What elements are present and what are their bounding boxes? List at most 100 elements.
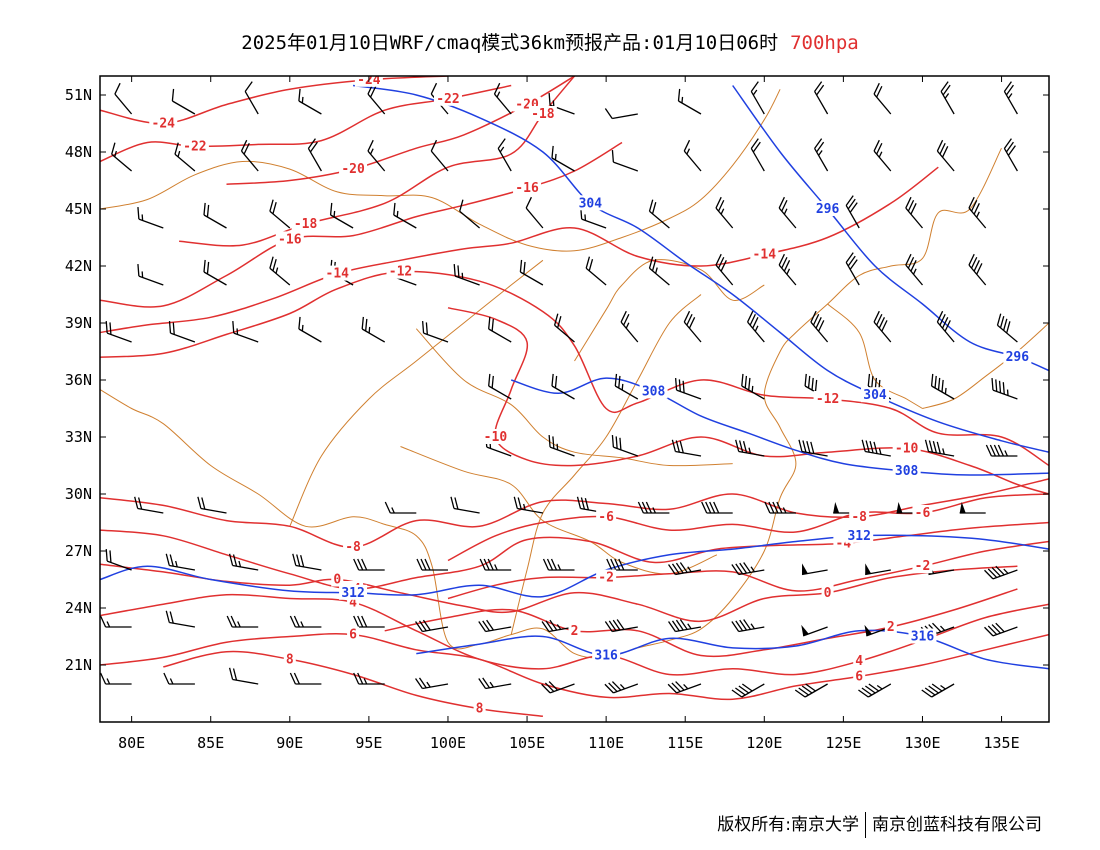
wind-barb [671,439,702,457]
wind-barb [801,624,828,637]
y-tick-label: 51N [65,86,92,104]
wind-barb [384,501,417,514]
y-tick-label: 24N [65,599,92,617]
height-contour-label-bg [1003,349,1032,365]
temperature-contour [100,141,623,308]
wind-barb [731,683,765,698]
temperature-contour-label: -6 [598,510,614,525]
wind-barb [959,502,986,514]
wind-barb [865,563,891,576]
wind-barb [814,81,829,115]
province-boundary-line [100,89,781,252]
wind-barb [715,253,734,286]
height-contour-label-bg [592,647,621,663]
wind-barb [165,553,196,571]
wind-barb [553,313,575,343]
temperature-contour-label: -10 [895,441,919,456]
wind-barb [924,439,955,457]
temperature-contour-label: -6 [915,506,931,521]
wind-barb [415,677,449,690]
temperature-contour-label-bg [481,429,510,444]
wind-barb [747,310,765,343]
temperature-contour-label-bg [323,265,352,281]
temperature-contour [179,76,576,247]
temperature-contour-label: -18 [531,107,555,122]
province-boundary-line [827,303,923,409]
wind-barb [741,373,765,400]
height-contour-label: 316 [911,630,935,645]
wind-barb [163,672,195,685]
temperature-contour [100,166,939,334]
x-tick-label: 115E [667,734,703,752]
temperature-contour [447,307,1049,495]
province-boundary-line [574,259,765,362]
wind-barb [228,553,259,571]
temperature-contour-label-bg [912,505,933,520]
temperature-contour-label: -8 [345,540,361,555]
wind-barb [353,672,385,685]
wind-barb [735,439,765,457]
temperature-contour-label-bg [275,231,304,247]
wind-barb [269,256,291,286]
wind-barb [329,202,354,229]
wind-barb [105,549,132,571]
temperature-contour-label: -14 [326,267,350,282]
temperature-contour-label-bg [473,700,486,716]
wind-barb [269,199,291,229]
wind-barb [548,435,575,457]
wind-barb [814,138,829,172]
wind-barb [968,196,987,229]
wind-barb [100,672,132,685]
x-tick-label: 135E [983,734,1019,752]
wind-barb [873,310,892,343]
height-contour-label-bg [639,383,668,399]
wind-barb [611,150,639,172]
temperature-contour-label: -8 [851,510,867,525]
wind-barb [715,196,734,229]
wind-barb [873,139,892,172]
wind-barb [105,321,132,343]
height-contour-label-bg [892,463,921,479]
wind-barb [873,82,892,115]
wind-barb [450,496,480,514]
height-contour-label-bg [845,527,874,543]
wind-barb [416,558,448,571]
height-contour [416,629,1049,670]
y-tick-label: 30N [65,485,92,503]
height-contour-label-bg [908,628,937,644]
temperature-contour-label-bg [884,619,897,634]
wind-barb [861,439,891,457]
height-contour-label: 296 [1006,350,1030,365]
wind-barb [203,202,227,229]
wind-barb [905,196,923,229]
temperature-contour-label-bg [892,440,921,456]
temperature-contour-label: -2 [598,571,614,586]
wind-barb [171,88,196,115]
wind-barb [637,501,670,514]
wind-barb [542,558,575,571]
wind-barb [541,681,575,694]
wind-barb [996,313,1018,343]
wind-barb [677,88,702,115]
wind-barb [991,378,1018,400]
wind-barb [764,501,796,514]
wind-barb [298,88,322,115]
wind-barb [100,615,132,628]
wind-barb [488,373,512,400]
wind-barb [905,253,923,286]
temperature-contour-label: 2 [887,620,895,635]
wind-barb [226,615,259,628]
wind-barb [984,565,1018,580]
wind-barb [203,259,227,286]
wind-barb [674,378,702,400]
copyright-right: 南京创蓝科技有限公司 [872,815,1042,835]
wind-barb [985,444,1018,457]
wind-barb [701,501,733,514]
wind-barb [683,139,702,172]
temperature-contour-label: -2 [915,559,931,574]
wind-barb [604,681,639,694]
pressure-level: 700hpa [790,32,859,54]
y-tick-label: 42N [65,257,92,275]
wind-barb [174,142,196,172]
